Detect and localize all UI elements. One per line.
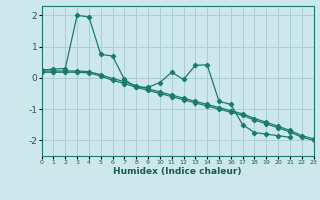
X-axis label: Humidex (Indice chaleur): Humidex (Indice chaleur) <box>113 167 242 176</box>
